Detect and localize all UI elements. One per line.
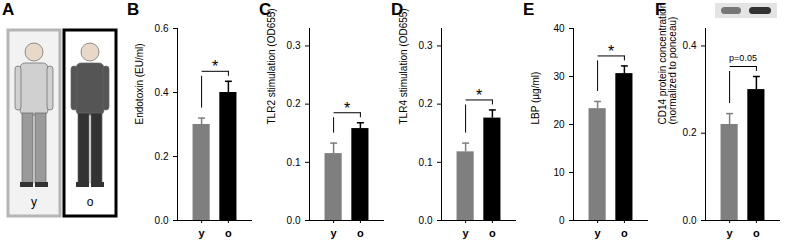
svg-text:0.1: 0.1 <box>419 157 433 168</box>
svg-text:30: 30 <box>553 71 565 82</box>
svg-text:0: 0 <box>559 215 565 226</box>
svg-text:*: * <box>344 100 350 117</box>
svg-text:y: y <box>727 227 734 239</box>
svg-text:o: o <box>489 227 496 239</box>
svg-text:0.6: 0.6 <box>155 23 169 34</box>
svg-text:y: y <box>463 227 470 239</box>
svg-text:0.0: 0.0 <box>683 215 697 226</box>
svg-text:40: 40 <box>553 23 565 34</box>
svg-text:y: y <box>31 195 37 209</box>
svg-text:*: * <box>476 87 482 104</box>
svg-text:o: o <box>225 227 232 239</box>
svg-text:o: o <box>753 227 760 239</box>
svg-text:o: o <box>357 227 364 239</box>
svg-text:*: * <box>608 43 614 60</box>
svg-text:10: 10 <box>553 167 565 178</box>
svg-text:0.4: 0.4 <box>155 87 169 98</box>
svg-text:20: 20 <box>553 119 565 130</box>
svg-text:p=0.05: p=0.05 <box>729 53 757 63</box>
svg-text:0.2: 0.2 <box>287 98 301 109</box>
svg-text:0.0: 0.0 <box>419 215 433 226</box>
svg-text:LBP (µg/ml): LBP (µg/ml) <box>530 72 541 125</box>
svg-text:0.2: 0.2 <box>683 127 697 138</box>
svg-text:0.2: 0.2 <box>155 151 169 162</box>
svg-text:0.2: 0.2 <box>419 98 433 109</box>
svg-text:o: o <box>87 195 94 209</box>
svg-text:0.4: 0.4 <box>683 40 697 51</box>
svg-text:0.3: 0.3 <box>419 40 433 51</box>
svg-text:TLR4 stimulation (OD655): TLR4 stimulation (OD655) <box>398 8 409 124</box>
svg-text:TLR2 stimulation (OD655): TLR2 stimulation (OD655) <box>266 8 277 124</box>
svg-text:y: y <box>199 227 206 239</box>
svg-text:0.1: 0.1 <box>287 157 301 168</box>
svg-text:*: * <box>212 58 218 75</box>
svg-text:CD14 protein concentration(nor: CD14 protein concentration(normalized to… <box>657 3 678 125</box>
svg-text:y: y <box>595 227 602 239</box>
svg-text:0.0: 0.0 <box>287 215 301 226</box>
svg-text:0.0: 0.0 <box>155 215 169 226</box>
svg-text:0.3: 0.3 <box>287 40 301 51</box>
svg-text:Endotoxin (EU/ml): Endotoxin (EU/ml) <box>134 43 145 124</box>
svg-text:o: o <box>621 227 628 239</box>
svg-text:y: y <box>331 227 338 239</box>
